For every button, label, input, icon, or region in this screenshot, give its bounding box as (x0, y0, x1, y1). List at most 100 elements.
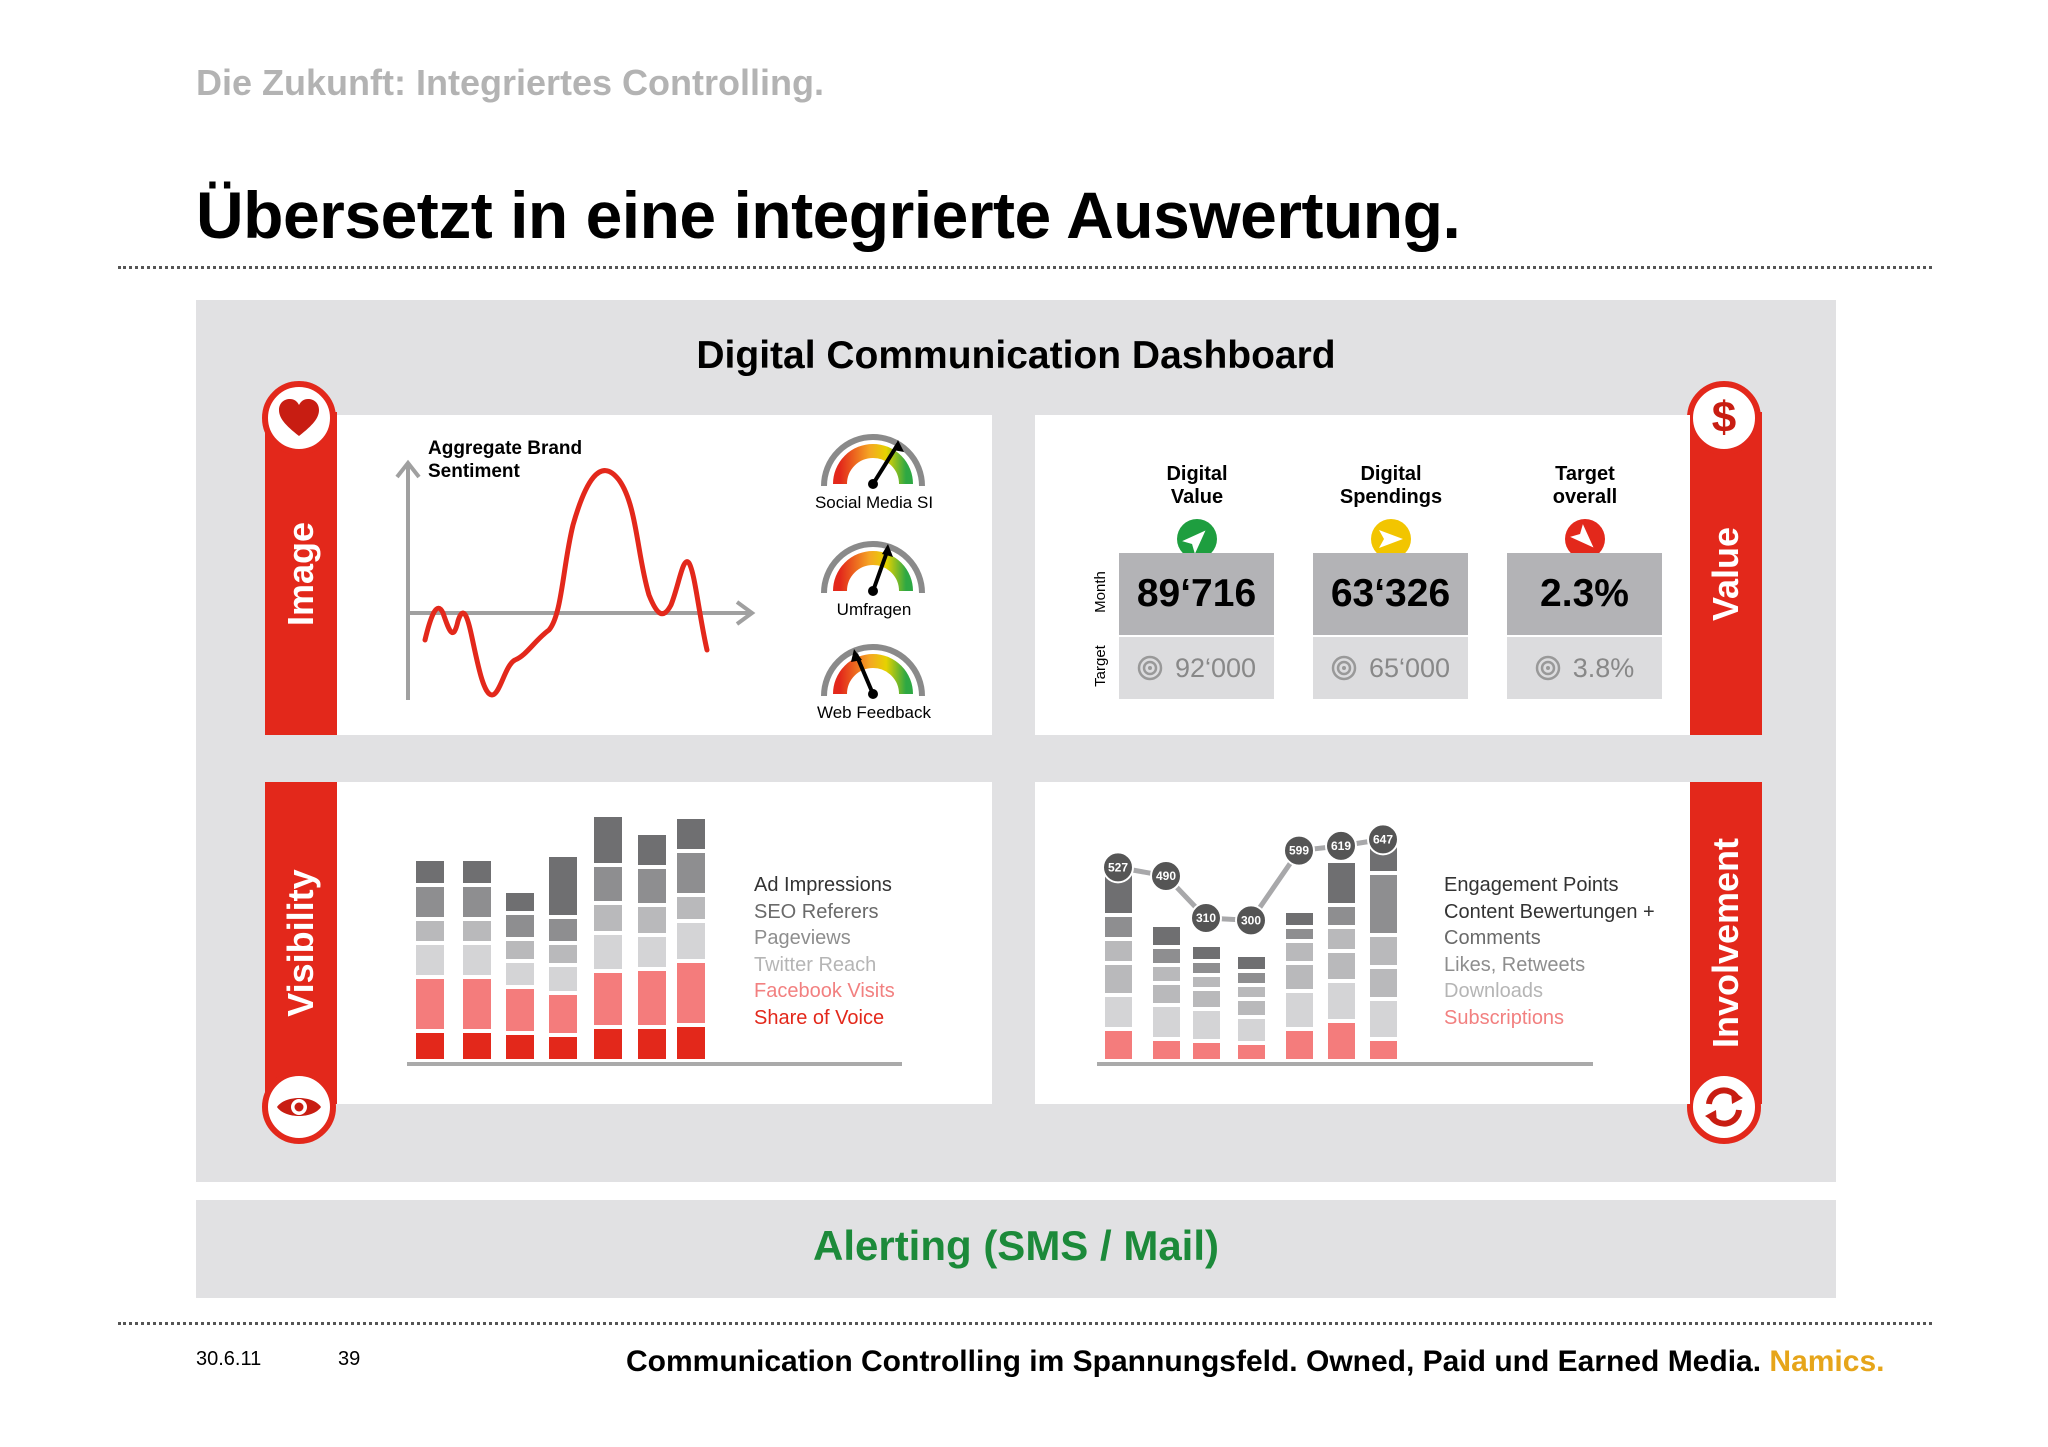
bar-segment (1105, 965, 1132, 993)
footer-page-number: 39 (338, 1348, 361, 1370)
engagement-point (1283, 834, 1315, 867)
visibility-legend-item: Twitter Reach (754, 953, 877, 976)
bar-segment (549, 967, 577, 991)
visibility-legend-item: Share of Voice (754, 1006, 885, 1029)
bar-segment (1238, 957, 1265, 969)
visibility-chart (407, 817, 902, 1066)
bar-segment (416, 861, 444, 883)
visibility-legend-item: SEO Referers (754, 900, 879, 923)
bar-segment (1193, 991, 1220, 1007)
engagement-point (1235, 904, 1267, 937)
visibility-side-label: Visibility (280, 869, 321, 1017)
bar-segment (677, 853, 705, 893)
bar-segment (506, 941, 534, 959)
bar-segment (1370, 937, 1397, 965)
bar-segment (677, 963, 705, 1023)
bar-segment (1193, 1011, 1220, 1039)
kpi-header-line: Spendings (1339, 486, 1443, 508)
bar-segment (1286, 943, 1313, 961)
bar-segment (1193, 963, 1220, 973)
bar-segment (506, 915, 534, 937)
bar-segment (1328, 953, 1355, 979)
bar-segment (463, 979, 491, 1029)
kpi-header-line: overall (1552, 486, 1618, 508)
value-side-label: Value (1705, 526, 1746, 622)
footer-brand: Namics. (1769, 1345, 1885, 1378)
bar-segment (594, 817, 622, 863)
row-label-target: Target (1092, 645, 1109, 687)
bar-segment (1286, 913, 1313, 925)
bar-segment (549, 857, 577, 915)
bar-segment (1238, 1001, 1265, 1015)
engagement-point-label: 647 (1373, 832, 1393, 846)
engagement-point-label: 490 (1156, 869, 1176, 883)
bar-segment (1153, 1041, 1180, 1059)
bar-segment (638, 937, 666, 967)
bar-segment (549, 945, 577, 963)
bar-segment (1105, 997, 1132, 1027)
value-side-bar (1690, 412, 1762, 735)
kpi-target-text: 3.8% (1572, 652, 1635, 683)
bar-segment (1105, 1031, 1132, 1059)
slide-title: Übersetzt in eine integrierte Auswertung… (196, 178, 1461, 252)
engagement-point-label: 619 (1331, 839, 1351, 853)
footer-text: Communication Controlling im Spannungsfe… (626, 1345, 1762, 1378)
bar-segment (1193, 977, 1220, 987)
bar-segment (1370, 1041, 1397, 1059)
engagement-point-label: 310 (1196, 911, 1216, 925)
visibility-side-bar (265, 782, 337, 1104)
social-media-gauge (821, 434, 925, 489)
bar-segment (594, 1029, 622, 1059)
bar-segment (594, 935, 622, 969)
bar-segment (1153, 967, 1180, 981)
target-icon (1331, 655, 1357, 681)
involvement-side-label: Involvement (1705, 837, 1746, 1049)
bar-segment (677, 897, 705, 919)
bar-segment (1238, 973, 1265, 983)
row-label-month: Month (1092, 571, 1109, 613)
bottom-divider (118, 1322, 1932, 1325)
engagement-point-label: 300 (1241, 913, 1261, 927)
engagement-point-label: 527 (1108, 860, 1128, 874)
kpi-header-line: Target (1555, 463, 1615, 485)
slide-subtitle: Die Zukunft: Integriertes Controlling. (196, 62, 824, 103)
visibility-legend-item: Facebook Visits (754, 980, 895, 1002)
engagement-point (1102, 851, 1134, 884)
involvement-side-bar (1690, 782, 1762, 1104)
engagement-point (1367, 823, 1399, 856)
bar-segment (594, 867, 622, 901)
sentiment-title: Aggregate Brand Sentiment (428, 438, 583, 482)
bar-segment (506, 989, 534, 1031)
bar-segment (1328, 929, 1355, 949)
social-media-gauge-label: Social Media SI (814, 493, 934, 512)
bar-segment (463, 861, 491, 883)
involvement-legend-item: Engagement Points (1444, 874, 1619, 896)
bar-segment (416, 921, 444, 941)
kpi-arrow-icon (1371, 519, 1411, 559)
bar-segment (416, 1033, 444, 1059)
dollar-icon: $ (1687, 381, 1761, 455)
bar-segment (1238, 987, 1265, 997)
web-feedback-gauge-label: Web Feedback (816, 703, 932, 722)
kpi-arrow-icon (1177, 519, 1217, 559)
kpi-month-value: 2.3% (1507, 553, 1662, 635)
bar-segment (1153, 927, 1180, 945)
bar-segment (1328, 983, 1355, 1019)
visibility-legend: Ad Impressions SEO Referers Pageviews Twitt… (754, 872, 895, 1031)
alerting-label: Alerting (SMS / Mail) (812, 1222, 1219, 1269)
kpi-target-value: 92‘000 (1119, 637, 1274, 699)
bar-segment (416, 887, 444, 917)
umfragen-gauge-label: Umfragen (836, 600, 912, 619)
bar-segment (677, 819, 705, 849)
engagement-point (1325, 829, 1357, 862)
kpi-target-text: 65‘000 (1368, 652, 1451, 683)
bar-segment (506, 1035, 534, 1059)
engagement-point (1150, 860, 1182, 892)
bar-segment (594, 905, 622, 931)
footer-date: 30.6.11 (196, 1348, 262, 1370)
bar-segment (638, 835, 666, 865)
image-side-label: Image (280, 521, 321, 627)
bar-segment (1370, 875, 1397, 933)
bar-segment (1370, 1001, 1397, 1037)
involvement-legend-item: Downloads (1444, 980, 1543, 1002)
